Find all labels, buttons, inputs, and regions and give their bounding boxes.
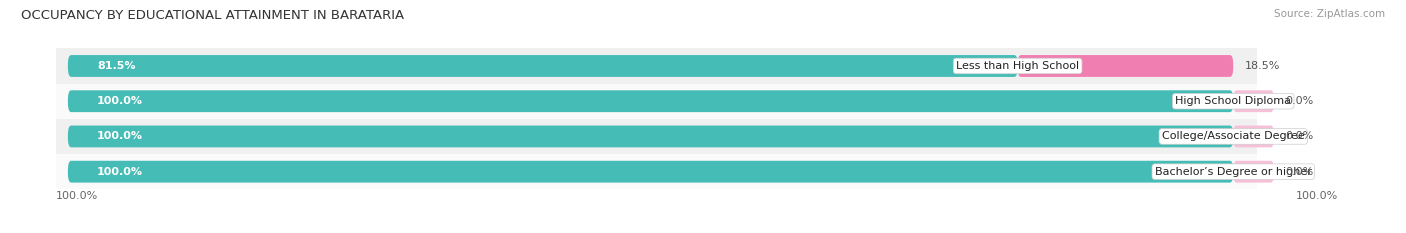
Text: Less than High School: Less than High School	[956, 61, 1080, 71]
Text: Bachelor’s Degree or higher: Bachelor’s Degree or higher	[1154, 167, 1312, 177]
FancyBboxPatch shape	[67, 161, 1233, 183]
Text: 81.5%: 81.5%	[97, 61, 135, 71]
Text: High School Diploma: High School Diploma	[1175, 96, 1291, 106]
Text: College/Associate Degree: College/Associate Degree	[1161, 131, 1305, 141]
Text: 100.0%: 100.0%	[97, 96, 143, 106]
FancyBboxPatch shape	[67, 90, 1233, 112]
Text: 0.0%: 0.0%	[1285, 167, 1315, 177]
Bar	[45, 48, 1257, 84]
Text: 18.5%: 18.5%	[1244, 61, 1281, 71]
FancyBboxPatch shape	[1233, 90, 1274, 112]
Text: 100.0%: 100.0%	[56, 191, 98, 201]
Text: OCCUPANCY BY EDUCATIONAL ATTAINMENT IN BARATARIA: OCCUPANCY BY EDUCATIONAL ATTAINMENT IN B…	[21, 9, 404, 22]
Text: 100.0%: 100.0%	[1296, 191, 1339, 201]
Text: 0.0%: 0.0%	[1285, 96, 1315, 106]
Text: 0.0%: 0.0%	[1285, 131, 1315, 141]
Bar	[45, 154, 1257, 189]
FancyBboxPatch shape	[1018, 55, 1233, 77]
Text: Source: ZipAtlas.com: Source: ZipAtlas.com	[1274, 9, 1385, 19]
FancyBboxPatch shape	[1233, 126, 1274, 147]
FancyBboxPatch shape	[67, 126, 1233, 147]
Bar	[45, 84, 1257, 119]
Bar	[45, 119, 1257, 154]
FancyBboxPatch shape	[1233, 161, 1274, 183]
FancyBboxPatch shape	[67, 55, 1018, 77]
Text: 100.0%: 100.0%	[97, 167, 143, 177]
Text: 100.0%: 100.0%	[97, 131, 143, 141]
